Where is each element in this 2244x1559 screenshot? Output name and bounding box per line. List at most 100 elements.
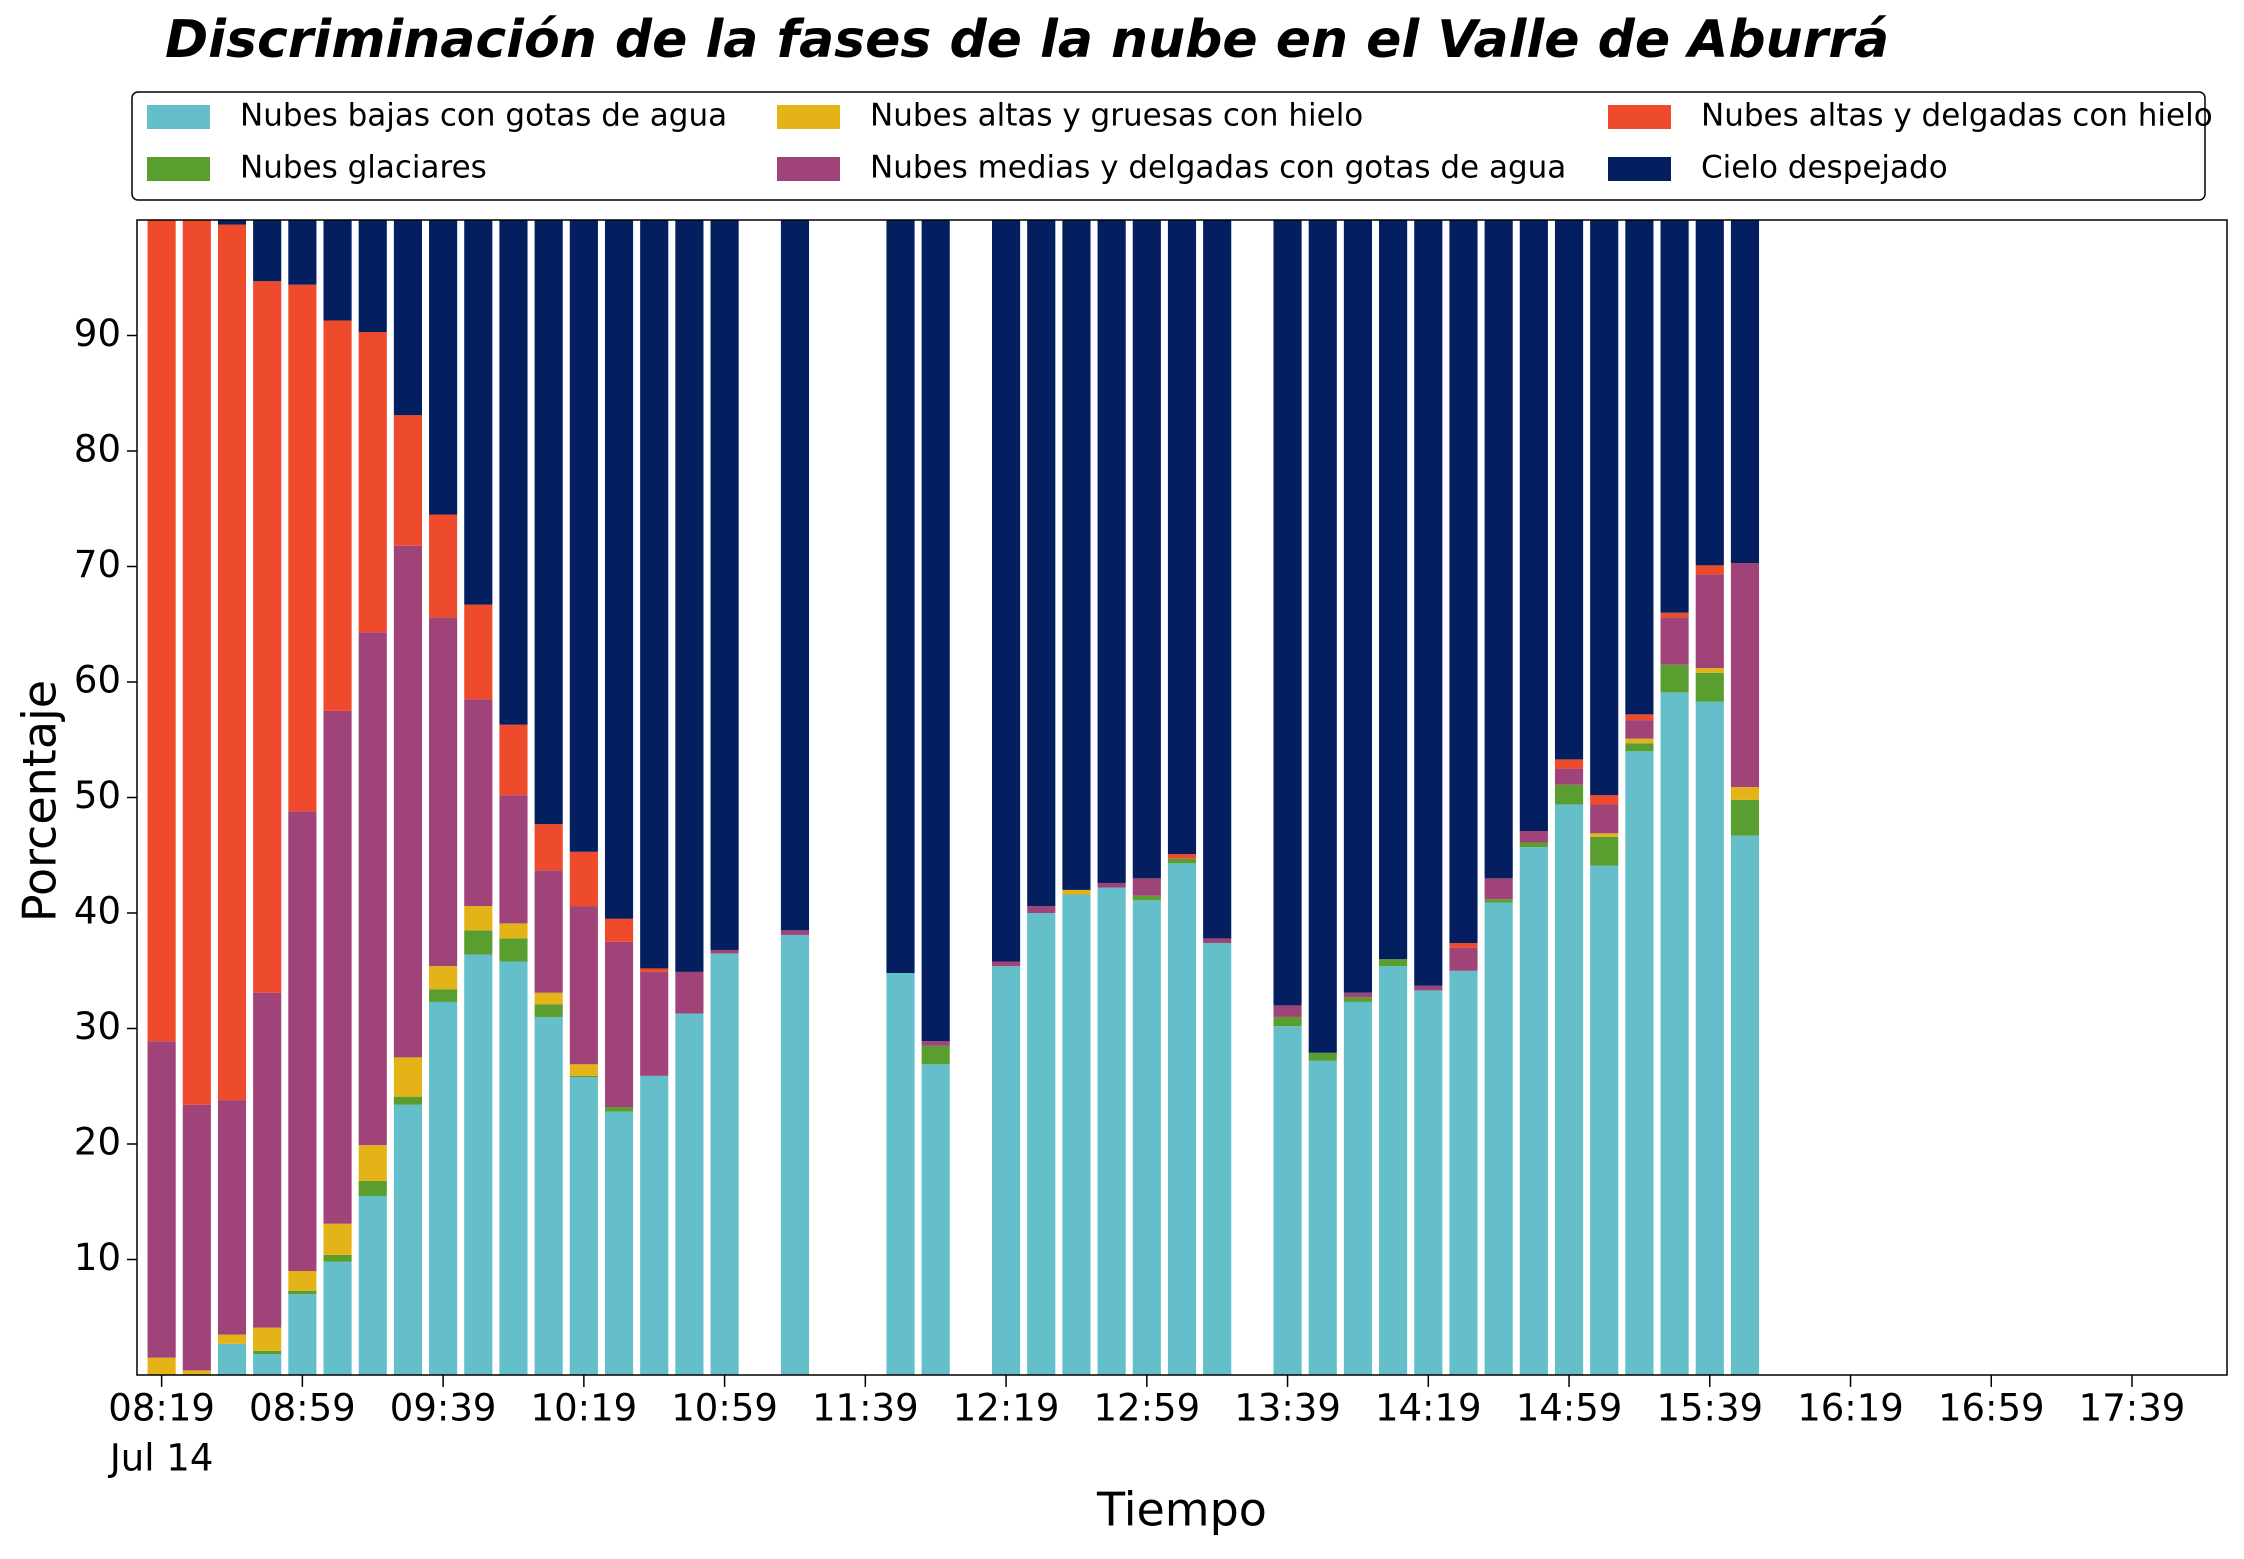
- x-tick-label: 16:19: [1797, 1387, 1904, 1430]
- bar-segment: [499, 923, 528, 939]
- bar-segment: [1097, 882, 1126, 888]
- bar-segment: [499, 938, 528, 962]
- bar-segment: [499, 220, 528, 725]
- bar-segment: [323, 710, 352, 1224]
- bar-segment: [1554, 804, 1584, 1375]
- bar-segment: [323, 320, 352, 711]
- bar-segment: [780, 930, 810, 935]
- bar-segment: [1519, 847, 1548, 1375]
- bar-segment: [464, 604, 493, 700]
- bar-segment: [710, 953, 739, 1375]
- bar-segment: [323, 1254, 352, 1262]
- bar-segment: [1167, 220, 1197, 855]
- bar-segment: [1484, 878, 1513, 900]
- bar-segment: [1519, 830, 1548, 843]
- y-tick-label: 80: [74, 428, 121, 471]
- x-tick-label: 12:19: [953, 1387, 1060, 1430]
- bar-segment: [780, 220, 810, 931]
- bar-segment: [886, 220, 915, 974]
- bar-segment: [1097, 220, 1126, 883]
- bar-segment: [1308, 220, 1337, 1053]
- bar-segment: [393, 1096, 422, 1105]
- bar-segment: [393, 1057, 422, 1097]
- y-tick-label: 90: [74, 312, 121, 355]
- bar-segment: [253, 281, 282, 993]
- bar-segment: [1132, 895, 1161, 901]
- bar-segment: [464, 906, 493, 931]
- y-tick-label: 10: [74, 1236, 121, 1279]
- bar-segment: [288, 220, 317, 285]
- y-tick-label: 60: [74, 659, 121, 702]
- bar-segment: [675, 220, 704, 972]
- bar-segment: [534, 992, 563, 1005]
- bar-segment: [253, 992, 282, 1328]
- bar-segment: [1590, 795, 1619, 805]
- bar-segment: [1414, 990, 1443, 1375]
- bar-segment: [1625, 743, 1654, 752]
- bar-segment: [393, 545, 422, 1058]
- bar-segment: [1449, 970, 1478, 1375]
- bar-segment: [921, 1041, 950, 1046]
- bar-segment: [182, 1104, 211, 1371]
- legend-swatch: [147, 157, 210, 181]
- y-tick-label: 70: [74, 543, 121, 586]
- bar-segment: [675, 1013, 704, 1375]
- bar-segment: [217, 224, 247, 1101]
- bar-segment: [1343, 992, 1372, 998]
- y-tick-label: 30: [74, 1005, 121, 1048]
- bar-segment: [1730, 563, 1760, 788]
- x-tick-label: 08:19: [108, 1387, 215, 1430]
- bar-segment: [323, 1223, 352, 1255]
- bar-segment: [288, 284, 317, 812]
- legend-swatch: [1608, 157, 1671, 181]
- bar-segment: [1730, 787, 1760, 800]
- bar-segment: [534, 824, 563, 871]
- bar-segment: [675, 971, 704, 1014]
- bar-segment: [1484, 220, 1513, 879]
- bar-segment: [358, 220, 387, 333]
- bar-segment: [1660, 617, 1689, 665]
- bar-segment: [1695, 668, 1724, 673]
- bar-segment: [1449, 943, 1478, 948]
- legend-swatch: [777, 105, 840, 129]
- x-tick-date: Jul 14: [108, 1437, 213, 1480]
- bar-segment: [710, 220, 739, 950]
- bar-segment: [1695, 701, 1724, 1375]
- bar-segment: [1695, 220, 1724, 566]
- bar-segment: [640, 1075, 669, 1375]
- legend-box: [131, 91, 2206, 201]
- x-axis-title: Tiempo: [1096, 1483, 1267, 1537]
- bar-segment: [569, 1075, 598, 1078]
- bar-segment: [604, 1111, 634, 1375]
- bar-segment: [1027, 220, 1056, 907]
- bar-segment: [323, 220, 352, 321]
- bar-segment: [1554, 784, 1584, 805]
- x-tick-label: 14:59: [1516, 1387, 1623, 1430]
- bar-segment: [780, 934, 810, 1375]
- bar-segment: [429, 617, 458, 967]
- bar-segment: [534, 870, 563, 993]
- bar-segment: [217, 220, 247, 225]
- bar-segment: [217, 1100, 247, 1335]
- bar-segment: [1484, 902, 1513, 1375]
- bar-segment: [1730, 220, 1760, 564]
- bar-segment: [253, 1354, 282, 1375]
- legend-label: Nubes glaciares: [240, 150, 487, 186]
- bar-segment: [1132, 900, 1161, 1375]
- bar-segment: [182, 220, 211, 1105]
- bar-segment: [710, 949, 739, 954]
- bar-segment: [1449, 947, 1478, 971]
- bar-segment: [464, 220, 493, 605]
- bar-segment: [1203, 938, 1232, 944]
- bar-segment: [1167, 863, 1197, 1375]
- bar-segment: [217, 1343, 247, 1375]
- bar-segment: [1308, 1060, 1337, 1375]
- bar-segment: [499, 724, 528, 796]
- bar-segment: [288, 1271, 317, 1291]
- bar-segment: [1132, 220, 1161, 879]
- x-tick-label: 08:59: [249, 1387, 356, 1430]
- bar-segment: [429, 1001, 458, 1375]
- bar-segment: [1554, 768, 1584, 785]
- bar-segment: [640, 971, 669, 1076]
